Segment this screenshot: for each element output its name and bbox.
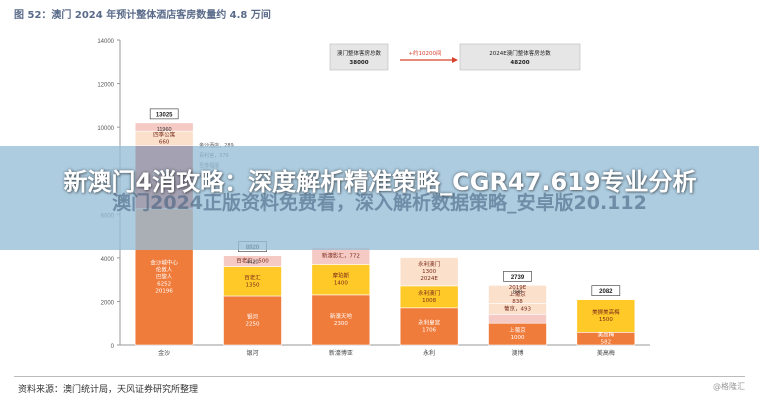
bar-segment-label: 1300 <box>422 269 436 275</box>
bar-segment-3-0 <box>399 307 459 346</box>
overlay-subline: 澳门2024正版资料免费看，深入解析数据策略_安卓版20.112 <box>112 192 647 214</box>
summary-box <box>459 43 581 71</box>
bar-segment-5-1 <box>576 299 636 333</box>
summary-box <box>329 43 389 71</box>
bar-segment-label: 摩珀斯 <box>333 272 350 280</box>
bar-note-label: 11960 <box>157 127 172 133</box>
bar-segment-label: 巴黎人 <box>156 272 173 280</box>
bar-total-box <box>149 108 179 120</box>
bar-segment-label: 1350 <box>246 282 260 288</box>
bar-segment-label: 永利澳门 <box>418 260 440 268</box>
bar-total-label: 2082 <box>599 289 613 295</box>
x-category-label: 澳博 <box>511 349 523 357</box>
summary-box-text: 澳门整体客房总数 <box>337 49 382 57</box>
source-note: 资料来源：澳门统计局，天风证券研究所整理 <box>18 385 199 395</box>
bar-segment-label: 葡京，493 <box>504 304 531 312</box>
bar-segment-label: 660 <box>159 139 170 145</box>
overlay-banner <box>0 146 759 250</box>
bar-segment-label: 1008 <box>422 298 436 304</box>
bar-segment-label: 2019E <box>509 285 527 291</box>
bar-segment-label: 1706 <box>422 327 436 333</box>
y-tick-label: 14000 <box>97 39 114 45</box>
y-tick-label: 12000 <box>97 83 114 89</box>
bar-segment-label: 838 <box>512 299 523 305</box>
bar-segment-label: 2300 <box>334 321 348 327</box>
summary-box-text: 48200 <box>510 60 529 66</box>
bar-segment-label: 1500 <box>599 317 613 323</box>
bar-segment-2-0 <box>311 294 371 346</box>
bar-segment-label: 金沙城中心 <box>150 258 178 266</box>
bar-segment-label: 上葡京 <box>509 326 526 334</box>
x-category-label: 银河 <box>246 349 258 357</box>
x-category-label: 永利 <box>423 349 435 357</box>
summary-box-text: 38000 <box>349 60 368 66</box>
bar-total-label: 13025 <box>156 112 173 118</box>
bar-segment-4-3 <box>488 285 547 304</box>
bar-segment-label: 百老汇 <box>244 273 261 281</box>
bar-segment-label: 新濠天地 <box>330 312 353 320</box>
bar-segment-label: 上葡京 <box>509 290 526 298</box>
overlay-headline: 新澳门4消攻略：深度解析精准策略_CGR47.619专业分析 <box>63 168 697 196</box>
bar-note-label: 838 <box>513 289 522 295</box>
y-tick-label: 2000 <box>101 300 115 306</box>
y-tick-label: 0 <box>111 344 115 350</box>
watermark-text: @格隆汇 <box>713 382 745 391</box>
bar-segment-label: 582 <box>601 340 612 346</box>
bar-segment-3-2 <box>399 257 459 287</box>
summary-box-text: +约10200间 <box>408 49 441 57</box>
bar-segment-label: 永利皇宫 <box>418 318 441 326</box>
bar-segment-1-1 <box>223 266 282 297</box>
bar-segment-label: 2250 <box>246 321 260 327</box>
bar-segment-label: 2024E <box>420 276 438 282</box>
x-category-label: 新濠博亚 <box>329 349 353 357</box>
bar-segment-1-2 <box>223 255 282 267</box>
bar-segment-label: 美狮美高梅 <box>592 308 620 316</box>
bar-segment-label: 伦敦人 <box>156 265 173 273</box>
bar-callout-label: 金沙酒店，289 <box>199 142 234 149</box>
x-category-label: 美高梅 <box>597 349 615 357</box>
bar-segment-0-3 <box>134 122 194 132</box>
footer-divider <box>14 376 745 377</box>
bar-segment-label: 美高梅 <box>598 331 615 339</box>
summary-box <box>395 44 455 70</box>
summary-box-text: 2024E澳门整体客房总数 <box>489 49 551 57</box>
bar-segment-label: 百老汇，500 <box>236 257 269 265</box>
bar-segment-label: 1400 <box>334 281 348 287</box>
bar-segment-4-1 <box>488 314 547 324</box>
y-tick-label: 4000 <box>101 257 115 263</box>
bar-note-label: 4420 <box>246 260 258 266</box>
y-tick-label: 10000 <box>97 126 114 132</box>
bar-segment-label: 1000 <box>511 335 525 341</box>
bar-segment-label: 新濠影汇，772 <box>322 251 360 259</box>
bar-total-box <box>503 271 532 282</box>
bar-segment-label: 20196 <box>155 288 173 294</box>
bar-segment-1-0 <box>223 295 282 346</box>
figure-title: 图 52：澳门 2024 年预计整体酒店客房数量约 4.8 万间 <box>14 10 271 21</box>
bar-total-label: 2739 <box>511 275 525 281</box>
x-category-label: 金沙 <box>158 349 170 357</box>
bar-segment-2-1 <box>311 264 371 296</box>
summary-arrow-head <box>452 57 458 63</box>
bar-segment-label: 银河 <box>247 312 259 320</box>
bar-total-box <box>591 285 621 296</box>
bar-segment-label: 四季公寓 <box>153 130 176 138</box>
bar-segment-label: 永利澳门 <box>418 289 440 297</box>
bar-segment-label: 6252 <box>157 281 171 287</box>
